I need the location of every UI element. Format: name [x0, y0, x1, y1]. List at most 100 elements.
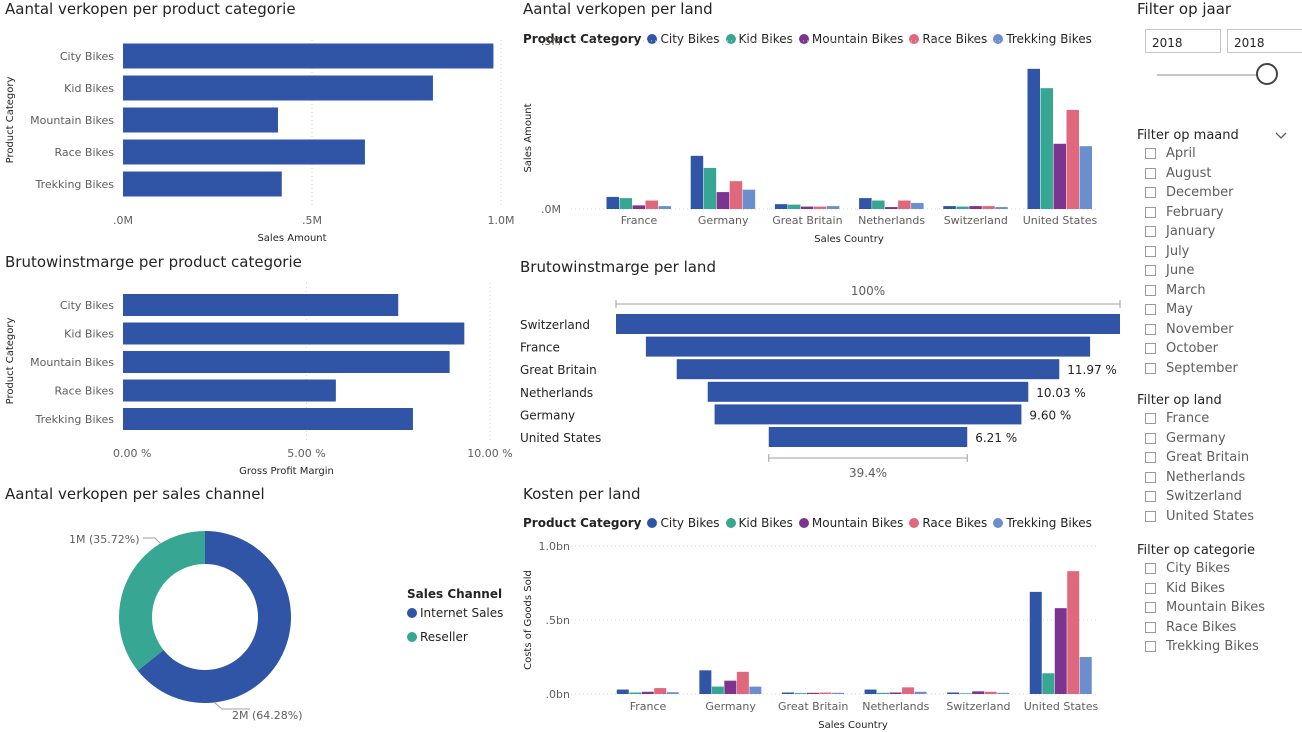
filter-option[interactable]: Mountain Bikes	[1137, 598, 1297, 618]
legend-item[interactable]: Kid Bikes	[725, 32, 793, 46]
checkbox[interactable]	[1145, 362, 1156, 374]
filter-option[interactable]: Race Bikes	[1137, 618, 1297, 638]
filter-option[interactable]: October	[1137, 339, 1297, 359]
filter-month: Filter op maand April August December Febru…	[1137, 128, 1297, 378]
chart-sales-by-channel[interactable]: 2M (64.28%) 1M (35.72%) Sales Channel Inter…	[5, 485, 520, 732]
filter-option[interactable]: France	[1137, 409, 1297, 429]
checkbox[interactable]	[1145, 452, 1156, 464]
checkbox[interactable]	[1145, 563, 1156, 575]
x-tick-label: .0M	[113, 214, 133, 227]
checkbox[interactable]	[1145, 304, 1156, 316]
legend-label: Mountain Bikes	[811, 516, 904, 530]
filter-option[interactable]: August	[1137, 164, 1297, 184]
bar	[943, 206, 956, 209]
legend-label: City Bikes	[660, 516, 720, 530]
checkbox[interactable]	[1145, 602, 1156, 614]
checkbox[interactable]	[1145, 582, 1156, 594]
bar	[1067, 571, 1080, 694]
checkbox[interactable]	[1145, 323, 1156, 335]
y-tick-label: Trekking Bikes	[35, 413, 115, 426]
legend-item[interactable]: Mountain Bikes	[798, 516, 904, 530]
legend-item[interactable]: Kid Bikes	[725, 516, 793, 530]
legend-label: Trekking Bikes	[1006, 516, 1092, 530]
checkbox[interactable]	[1145, 245, 1156, 257]
chevron-down-icon[interactable]	[1275, 132, 1287, 140]
checkbox[interactable]	[1145, 510, 1156, 522]
y-axis-label: Costs of Goods Sold	[523, 570, 534, 670]
checkbox[interactable]	[1145, 187, 1156, 199]
checkbox[interactable]	[1145, 265, 1156, 277]
filter-option[interactable]: September	[1137, 359, 1297, 379]
legend-item[interactable]: City Bikes	[647, 516, 720, 530]
y-tick-label: Race Bikes	[54, 385, 114, 398]
legend-item[interactable]: City Bikes	[647, 32, 720, 46]
bar	[898, 200, 911, 209]
checkbox[interactable]	[1145, 206, 1156, 218]
year-slider-track[interactable]	[1157, 74, 1269, 76]
chart-sales-by-country[interactable]: .0M .5M France Germany Great Britain Netherla…	[523, 0, 1113, 250]
legend-item[interactable]: Race Bikes	[909, 516, 987, 530]
bar	[819, 692, 832, 694]
legend-item[interactable]: Mountain Bikes	[798, 32, 903, 46]
legend-item[interactable]: Trekking Bikes	[993, 516, 1092, 530]
bar	[645, 200, 658, 209]
filter-category: Filter op categorie City Bikes Kid Bikes M…	[1137, 543, 1297, 657]
filter-option[interactable]: Switzerland	[1137, 487, 1297, 507]
filter-option[interactable]: Great Britain	[1137, 448, 1297, 468]
filter-option[interactable]: April	[1137, 144, 1297, 164]
legend-item[interactable]: Trekking Bikes	[993, 32, 1092, 46]
bar	[1042, 673, 1055, 694]
filter-option[interactable]: November	[1137, 320, 1297, 340]
filter-option-label: France	[1166, 411, 1210, 427]
chart-sales-by-category[interactable]: .0M .5M 1.0M City Bikes Kid Bikes Mountain Bi…	[5, 0, 520, 250]
legend-dot-icon	[407, 608, 417, 618]
chart-margin-by-country[interactable]: 100% Switzerland France Great Britain 11.97 …	[520, 258, 1130, 483]
checkbox[interactable]	[1145, 641, 1156, 653]
legend-title: Sales Channel	[407, 587, 502, 601]
checkbox[interactable]	[1145, 621, 1156, 633]
year-from-input[interactable]: 2018	[1145, 29, 1221, 53]
checkbox[interactable]	[1145, 148, 1156, 160]
filter-option[interactable]: May	[1137, 300, 1297, 320]
filter-option-label: October	[1166, 341, 1219, 357]
donut-slice	[137, 531, 291, 703]
slider-handle-icon[interactable]	[1256, 63, 1278, 85]
bar	[774, 204, 788, 209]
chart-cost-by-country[interactable]: .0bn .5bn 1.0bn France Germany Great Britain N…	[523, 485, 1113, 732]
filter-option[interactable]: July	[1137, 242, 1297, 262]
legend-product-category: Product Category City Bikes Kid Bikes Mount…	[523, 516, 1098, 530]
bar	[699, 670, 712, 694]
filter-option[interactable]: Netherlands	[1137, 468, 1297, 488]
filter-option[interactable]: March	[1137, 281, 1297, 301]
filter-country-title: Filter op land	[1137, 393, 1222, 408]
legend-item[interactable]: Race Bikes	[909, 32, 987, 46]
year-to-input[interactable]: 2018	[1227, 29, 1302, 53]
checkbox[interactable]	[1145, 491, 1156, 503]
data-label: 6.21 %	[975, 431, 1017, 445]
filter-category-title: Filter op categorie	[1137, 543, 1256, 558]
checkbox[interactable]	[1145, 167, 1156, 179]
filter-option[interactable]: December	[1137, 183, 1297, 203]
filter-option[interactable]: January	[1137, 222, 1297, 242]
funnel-bar	[645, 336, 1091, 357]
filter-option[interactable]: Trekking Bikes	[1137, 637, 1297, 657]
filter-option[interactable]: City Bikes	[1137, 559, 1297, 579]
panel-title: Aantal verkopen per land	[523, 0, 713, 18]
filter-option[interactable]: February	[1137, 203, 1297, 223]
bar	[123, 294, 399, 316]
bar	[885, 207, 898, 209]
filter-option[interactable]: United States	[1137, 507, 1297, 527]
bar	[956, 206, 969, 209]
checkbox[interactable]	[1145, 432, 1156, 444]
filter-option[interactable]: June	[1137, 261, 1297, 281]
chart-margin-by-category[interactable]: 0.00 % 5.00 % 10.00 % City Bikes Kid Bikes Mo…	[5, 253, 520, 483]
checkbox[interactable]	[1145, 284, 1156, 296]
filter-option[interactable]: Germany	[1137, 429, 1297, 449]
checkbox[interactable]	[1145, 413, 1156, 425]
filter-option[interactable]: Kid Bikes	[1137, 579, 1297, 599]
x-tick-label: United States	[1023, 214, 1098, 227]
bar	[984, 691, 997, 694]
checkbox[interactable]	[1145, 471, 1156, 483]
checkbox[interactable]	[1145, 226, 1156, 238]
checkbox[interactable]	[1145, 343, 1156, 355]
